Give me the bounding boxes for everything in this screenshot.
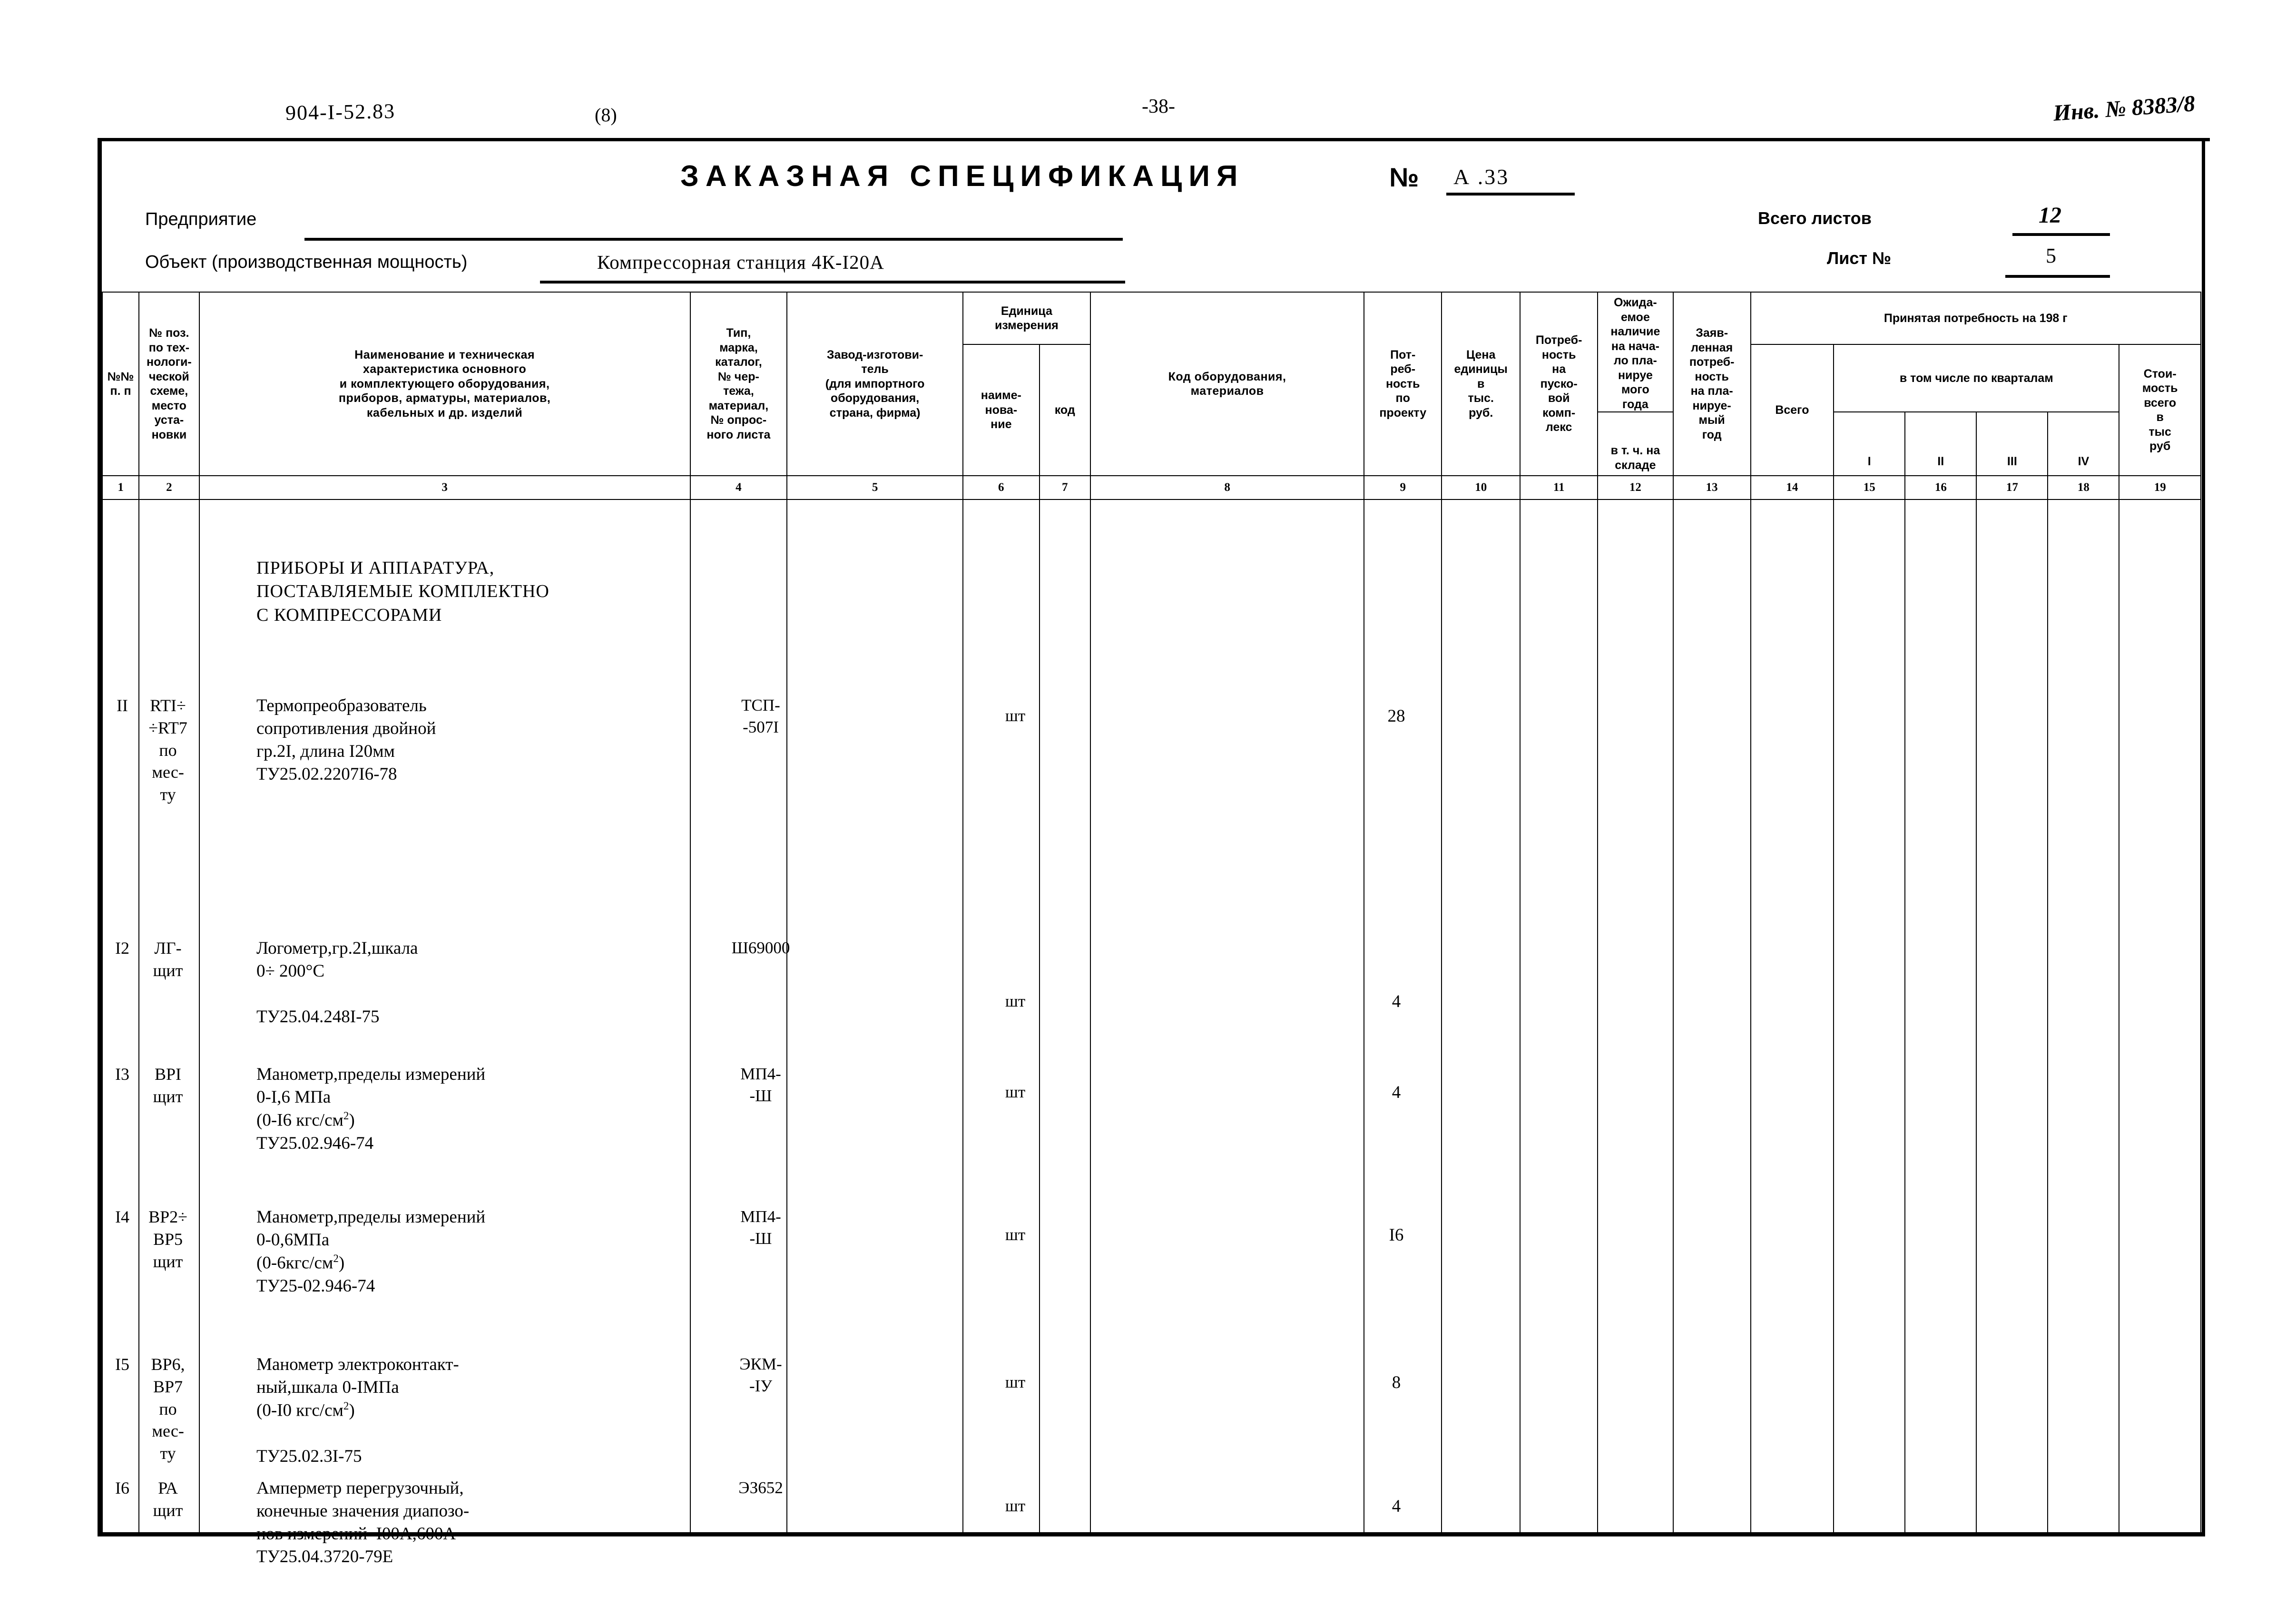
header-col-12-expected: Ожида- емое наличие на нача- ло пла- нир…: [1597, 292, 1674, 412]
body-col-11: [1520, 499, 1599, 1533]
colnum-13: 13: [1672, 475, 1751, 500]
spec-number-underline: [1446, 193, 1575, 196]
total-sheets-value: 12: [2039, 203, 2061, 228]
header-col-8: Код оборудования, материалов: [1089, 292, 1365, 476]
colnum-18: 18: [2047, 475, 2120, 500]
body-col-19: [2119, 499, 2201, 1533]
body-col-13: [1672, 499, 1751, 1533]
sheet-number-underline: [2005, 275, 2110, 278]
header-divider-rule: [98, 138, 2210, 141]
body-col-7: [1039, 499, 1091, 1533]
body-col-15: [1833, 499, 1906, 1533]
header-col-4: Тип, марка, каталог, № чер- тежа, матери…: [689, 292, 788, 476]
header-col-13: Заяв- ленная потреб- ность на пла- нируе…: [1672, 292, 1751, 476]
body-col-6: [962, 499, 1040, 1533]
header-col-6: наиме- нова- ние: [962, 344, 1040, 476]
enterprise-underline: [304, 238, 1123, 241]
header-col-11: Потреб- ность на пуско- вой комп- лекс: [1520, 292, 1599, 476]
body-col-4: [689, 499, 788, 1533]
colnum-14: 14: [1750, 475, 1835, 500]
object-value: Компрессорная станция 4К-I20А: [597, 251, 884, 273]
header-col-12-warehouse: в т. ч. на складе: [1597, 411, 1674, 476]
colnum-2: 2: [138, 475, 200, 500]
colnum-16: 16: [1904, 475, 1977, 500]
body-col-1: [101, 499, 140, 1533]
colnum-4: 4: [689, 475, 788, 500]
colnum-7: 7: [1039, 475, 1091, 500]
header-col-17: III: [1976, 411, 2049, 476]
header-col-1: №№ п. п: [101, 292, 140, 476]
sheet-number-label: Лист №: [1827, 248, 1892, 268]
spec-number-label: №: [1389, 162, 1419, 192]
document-frame: [98, 138, 2205, 1536]
colnum-15: 15: [1833, 475, 1906, 500]
page-number-stamp: -38-: [1142, 96, 1175, 117]
header-col-5: Завод-изготови- тель (для импортного обо…: [786, 292, 963, 476]
colnum-8: 8: [1089, 475, 1365, 500]
colnum-5: 5: [786, 475, 963, 500]
total-sheets-label: Всего листов: [1758, 208, 1872, 228]
enterprise-label: Предприятие: [145, 209, 257, 229]
colnum-19: 19: [2119, 475, 2201, 500]
body-col-14: [1750, 499, 1835, 1533]
header-col-7: код: [1039, 344, 1091, 476]
body-col-16: [1904, 499, 1977, 1533]
document-code-stamp: 904-I-52.83: [285, 99, 396, 125]
colnum-9: 9: [1364, 475, 1442, 500]
spec-number-value: А .33: [1453, 165, 1510, 189]
column-numbering-row: 1 2 3 4 5 6 7 8 9 10 11 12 13 14 15 16 1…: [101, 475, 2201, 500]
object-label: Объект (производственная мощность): [145, 252, 468, 272]
header-col-14: Всего: [1750, 344, 1835, 476]
colnum-6: 6: [962, 475, 1040, 500]
body-col-9: [1364, 499, 1442, 1533]
colnum-10: 10: [1441, 475, 1521, 500]
colnum-11: 11: [1520, 475, 1599, 500]
object-underline: [540, 281, 1125, 284]
body-col-12: [1597, 499, 1674, 1533]
inventory-number-stamp: Инв. № 8383/8: [2052, 91, 2196, 126]
colnum-3: 3: [198, 475, 691, 500]
header-unit-group: Единица измерения: [962, 292, 1091, 345]
header-accepted-group: Принятая потребность на 198 г: [1750, 292, 2202, 345]
header-col-16: II: [1904, 411, 1977, 476]
body-col-3: [198, 499, 691, 1533]
colnum-17: 17: [1976, 475, 2049, 500]
header-col-3: Наименование и техническая характеристик…: [198, 292, 691, 476]
body-col-18: [2047, 499, 2120, 1533]
body-col-5: [786, 499, 963, 1533]
body-col-2: [138, 499, 200, 1533]
specification-table: №№ п. п № поз. по тех- нологи- ческой сх…: [101, 292, 2202, 1533]
header-col-2: № поз. по тех- нологи- ческой схеме, мес…: [138, 292, 200, 476]
header-col-9: Пот- реб- ность по проекту: [1364, 292, 1442, 476]
body-col-10: [1441, 499, 1521, 1533]
header-col-15: I: [1833, 411, 1906, 476]
sheet-paren-stamp: (8): [595, 104, 617, 126]
page-title: ЗАКАЗНАЯ СПЕЦИФИКАЦИЯ: [680, 160, 1245, 193]
header-col-19: Стои- мость всего в тыс руб: [2119, 344, 2201, 476]
body-col-8: [1089, 499, 1365, 1533]
header-quarters-group: в том числе по кварталам: [1833, 344, 2120, 412]
header-col-18: IV: [2047, 411, 2120, 476]
colnum-12: 12: [1597, 475, 1674, 500]
total-sheets-underline: [2012, 233, 2110, 236]
header-col-10: Цена единицы в тыс. руб.: [1441, 292, 1521, 476]
colnum-1: 1: [101, 475, 140, 500]
table-body-row: [101, 499, 2201, 1533]
body-col-17: [1976, 499, 2049, 1533]
sheet-number-value: 5: [2046, 244, 2056, 267]
